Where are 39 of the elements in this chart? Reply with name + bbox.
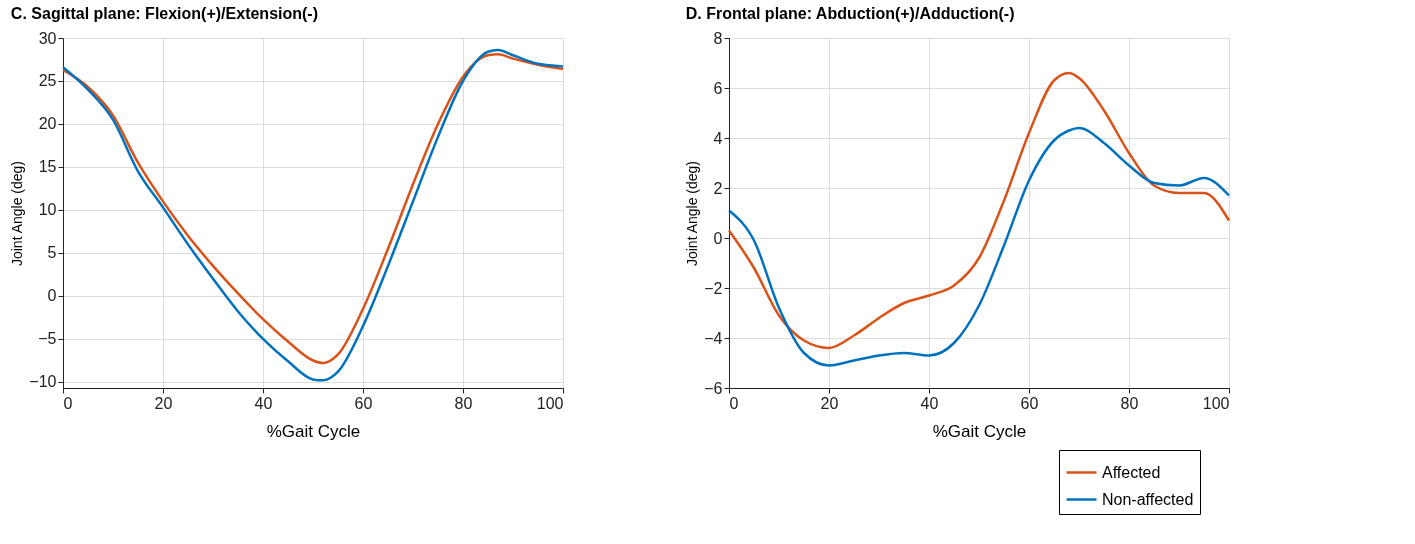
y-tick-label: 6 (713, 79, 723, 97)
x-tick-label: 80 (1120, 394, 1139, 412)
x-tick-label: 40 (920, 394, 939, 412)
y-tick-label: −10 (29, 373, 57, 391)
y-tick-label: 20 (38, 115, 57, 133)
line-series (727, 126, 1231, 367)
x-tick-label: 20 (154, 394, 173, 412)
x-tick-label: 80 (454, 394, 473, 412)
y-tick-label: 0 (713, 229, 723, 247)
x-tick-label: 0 (729, 394, 739, 412)
chart-title: C. Sagittal plane: Flexion(+)/Extension(-) (10, 5, 318, 22)
y-tick-label: 25 (38, 72, 57, 90)
y-tick-label: −5 (38, 330, 57, 348)
y-tick-label: 5 (47, 244, 57, 262)
x-tick-label: 40 (254, 394, 273, 412)
y-tick-label: 30 (38, 29, 57, 47)
x-tick-label: 0 (63, 394, 73, 412)
y-tick-label: 8 (713, 29, 723, 47)
x-tick-label: 100 (536, 394, 564, 412)
y-axis-title: Joint Angle (deg) (9, 160, 26, 267)
y-tick-label: 4 (713, 129, 723, 147)
x-tick-label: 60 (354, 394, 373, 412)
y-tick-label: −2 (704, 279, 723, 297)
chart-title: D. Frontal plane: Abduction(+)/Adduction(-) (685, 5, 1015, 22)
y-tick-label: 10 (38, 201, 57, 219)
y-tick-label: 15 (38, 158, 57, 176)
x-axis-title: %Gait Cycle (266, 421, 361, 441)
y-axis-title: Joint Angle (deg) (684, 160, 701, 267)
y-tick-label: 2 (713, 179, 723, 197)
y-tick-label: −6 (704, 379, 723, 397)
y-tick-label: −4 (704, 329, 723, 347)
legend-label: Affected (1102, 463, 1161, 481)
x-axis-title: %Gait Cycle (932, 421, 1027, 441)
legend-label: Non-affected (1102, 490, 1194, 508)
x-tick-label: 60 (1020, 394, 1039, 412)
x-tick-label: 20 (820, 394, 839, 412)
line-series (727, 71, 1231, 350)
x-tick-label: 100 (1202, 394, 1230, 412)
y-tick-label: 0 (47, 287, 57, 305)
